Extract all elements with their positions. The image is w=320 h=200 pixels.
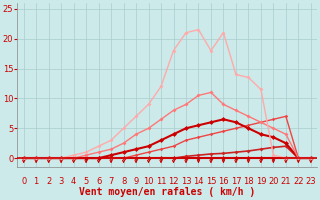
X-axis label: Vent moyen/en rafales ( km/h ): Vent moyen/en rafales ( km/h ) [79,187,255,197]
